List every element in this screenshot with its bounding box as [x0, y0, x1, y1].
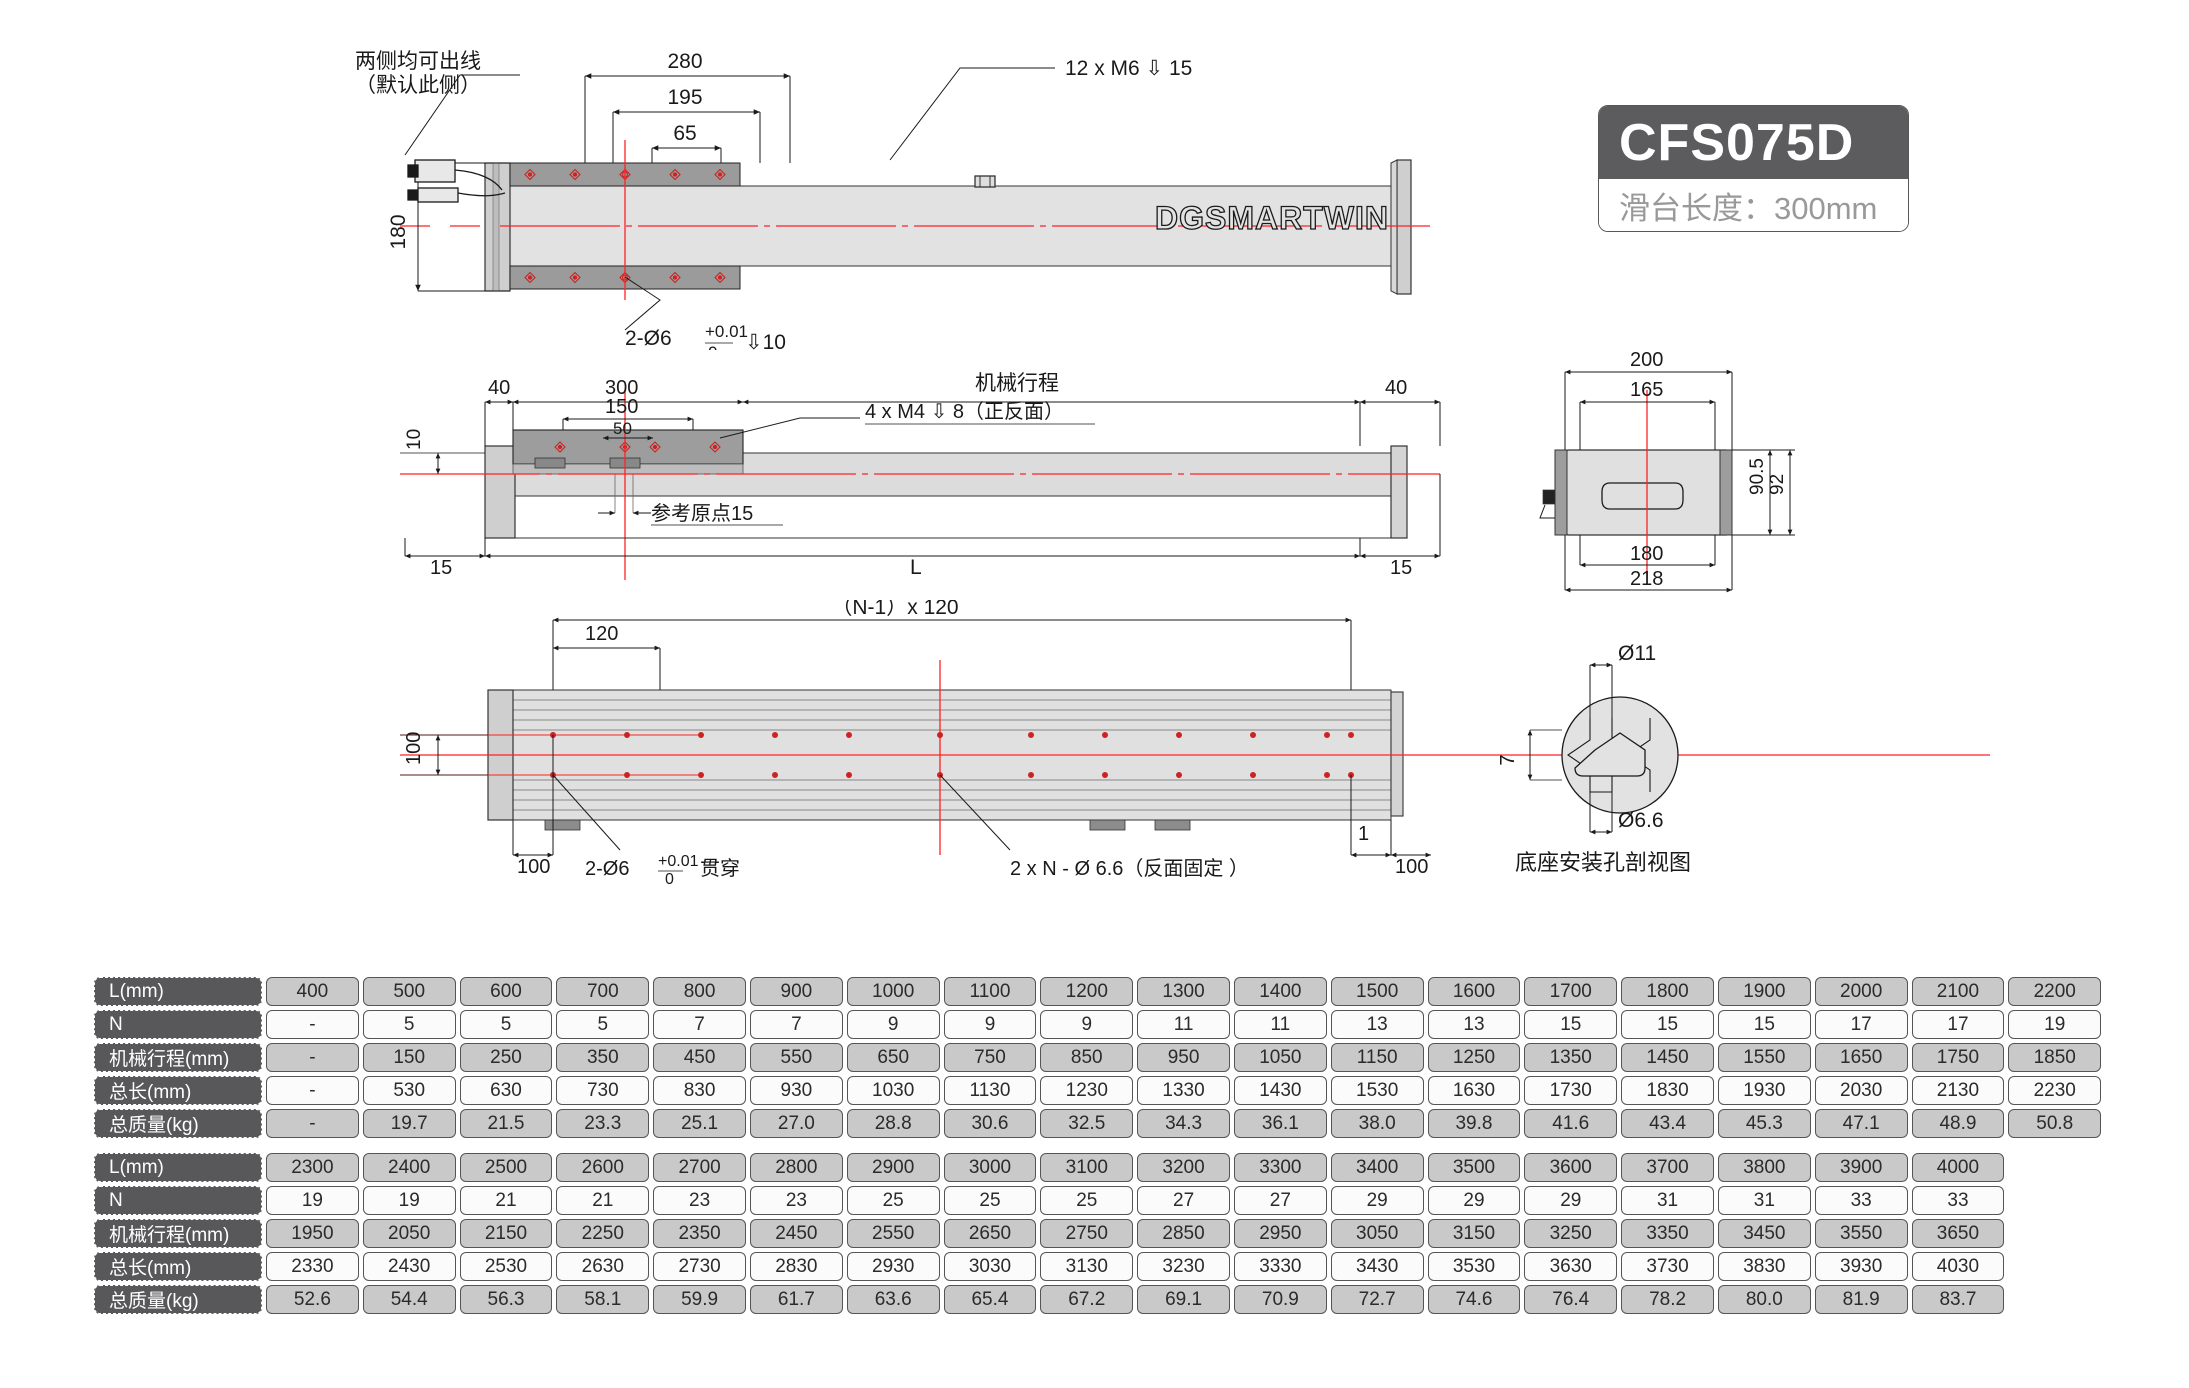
svg-text:40: 40 — [488, 377, 510, 399]
svg-text:机械行程: 机械行程 — [975, 372, 1059, 395]
svg-text:120: 120 — [585, 623, 618, 645]
svg-text:100: 100 — [403, 732, 425, 765]
svg-text:195: 195 — [667, 86, 702, 109]
svg-text:150: 150 — [605, 396, 638, 418]
svg-text:贯穿: 贯穿 — [700, 857, 740, 880]
svg-text:218: 218 — [1630, 568, 1663, 590]
svg-text:DGSMARTWIN: DGSMARTWIN — [1155, 200, 1389, 236]
svg-text:165: 165 — [1630, 379, 1663, 401]
svg-text:100: 100 — [517, 856, 550, 878]
svg-text:Ø11: Ø11 — [1618, 642, 1656, 665]
svg-text:+0.01: +0.01 — [705, 322, 748, 341]
svg-text:+0.01: +0.01 — [658, 853, 699, 870]
svg-text:90.5: 90.5 — [1747, 458, 1768, 495]
svg-text:40: 40 — [1385, 377, 1407, 399]
svg-text:65: 65 — [673, 122, 696, 145]
svg-text:0: 0 — [665, 871, 674, 888]
svg-text:Ø6.6: Ø6.6 — [1618, 809, 1664, 832]
svg-text:10: 10 — [404, 429, 425, 450]
svg-text:280: 280 — [667, 50, 702, 73]
svg-text:（默认此侧）: （默认此侧） — [355, 74, 481, 97]
svg-text:4 x M4 ⇩ 8（正反面）: 4 x M4 ⇩ 8（正反面） — [865, 400, 1064, 423]
svg-text:（N-1）x 120: （N-1）x 120 — [831, 600, 958, 619]
svg-text:2-Ø6: 2-Ø6 — [585, 858, 629, 880]
svg-text:15: 15 — [430, 557, 452, 579]
svg-text:180: 180 — [387, 214, 410, 249]
svg-text:15: 15 — [1390, 557, 1412, 579]
svg-text:180: 180 — [1630, 543, 1663, 565]
svg-text:92: 92 — [1767, 474, 1788, 495]
svg-text:2-Ø6: 2-Ø6 — [625, 327, 672, 350]
svg-text:1: 1 — [1358, 823, 1369, 845]
svg-text:L: L — [910, 556, 922, 579]
svg-text:2 x N - Ø 6.6（反面固定 ）: 2 x N - Ø 6.6（反面固定 ） — [1010, 857, 1249, 880]
svg-text:7: 7 — [1500, 754, 1519, 765]
svg-text:100: 100 — [1395, 856, 1428, 878]
svg-text:两侧均可出线: 两侧均可出线 — [355, 50, 481, 73]
svg-text:⇩10: ⇩10 — [745, 331, 786, 350]
svg-text:50: 50 — [613, 419, 632, 438]
svg-text:0: 0 — [708, 343, 717, 350]
svg-text:底座安装孔剖视图: 底座安装孔剖视图 — [1515, 850, 1691, 875]
svg-text:参考原点15: 参考原点15 — [651, 502, 753, 525]
svg-text:12 x M6 ⇩ 15: 12 x M6 ⇩ 15 — [1065, 57, 1192, 80]
svg-text:200: 200 — [1630, 350, 1663, 371]
